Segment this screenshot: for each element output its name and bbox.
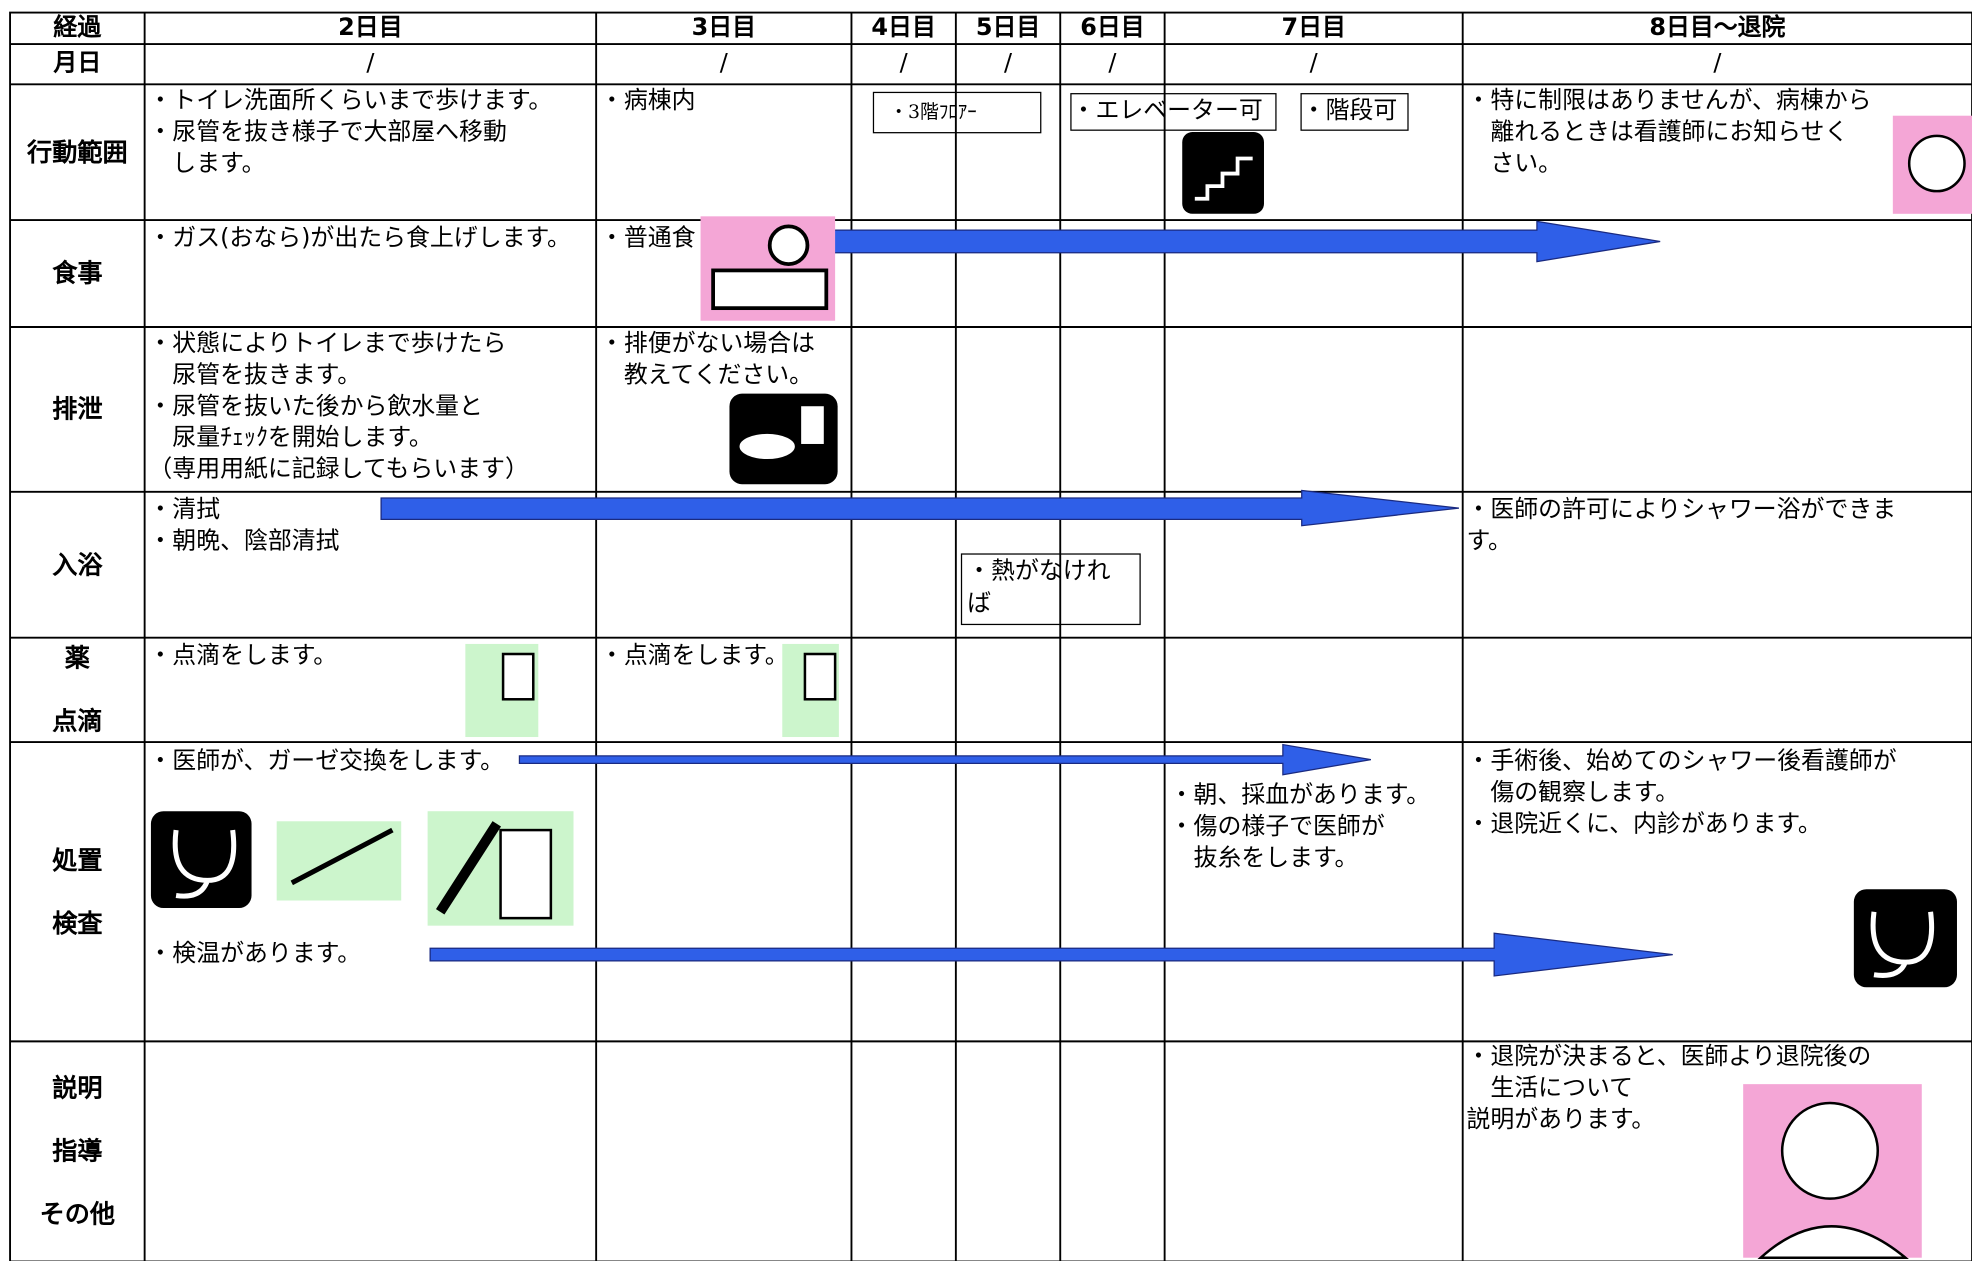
header-cell: 8日目～退院 [1649,13,1786,42]
header-cell: 7日目 [1281,13,1346,42]
note: ・朝、採血があります。 ・傷の様子で医師が 抜糸をします。 [1169,781,1431,872]
note: ・病棟内 [599,86,696,115]
note: ・普通食 [599,223,696,252]
date-cell: / [719,49,728,77]
header-cell: 3日目 [691,13,757,42]
row-label: 食事 [52,257,103,289]
note: ・点滴をします。 [148,641,338,670]
note: ・検温があります。 [148,939,362,968]
row-label: 処置 検査 [52,844,103,938]
note-box: ・階段可 [1300,93,1409,131]
note-box: ・熱がなけれ ば [960,553,1141,626]
date-cell: / [366,49,375,77]
note: ・清拭 ・朝晩、陰部清拭 [148,495,340,555]
date-cell: / [1004,49,1013,77]
header-cell: 経過 [53,13,102,42]
date-cell: / [899,49,908,77]
note: ・排便がない場合は 教えてください。 [599,329,816,389]
row-label: 排泄 [52,393,103,424]
header-cell: 6日目 [1080,13,1145,42]
header-cell: 4日目 [871,13,936,42]
date-cell: / [1713,49,1722,77]
date-cell: / [1108,49,1117,77]
header-cell: 5日目 [975,13,1041,42]
date-label: 月日 [53,49,102,77]
row-label: 入浴 [52,548,103,580]
note: ・特に制限はありませんが、病棟から 離れるときは看護師にお知らせく さい。 [1466,86,1872,178]
note: ・点滴をします。 [599,641,789,670]
note: ・医師の許可によりシャワー浴ができま す。 [1466,495,1897,555]
note-box: ・エレベーター可 [1070,93,1277,131]
note: ・ガス(おなら)が出たら食上げします。 [148,223,571,252]
row-label: 行動範囲 [27,136,128,167]
date-cell: / [1309,49,1318,77]
note: ・トイレ洗面所くらいまで歩けます。 ・尿管を抜き様子で大部屋へ移動 します。 [148,86,553,178]
note: ・状態によりトイレまで歩けたら 尿管を抜きます。 ・尿管を抜いた後から飲水量と … [148,329,529,483]
icons [150,115,1972,1259]
note-box: ・3階ﾌﾛｱｰ [872,91,1042,134]
note: ・退院が決まると、医師より退院後の 生活について 説明があります。 [1466,1042,1872,1134]
row-label: 薬 点滴 [52,642,103,736]
header-cell: 2日目 [338,13,403,42]
note: ・手術後、始めてのシャワー後看護師が 傷の観察します。 ・退院近くに、内診があり… [1466,747,1897,838]
note: ・医師が、ガーゼ交換をします。 [148,747,505,775]
row-label: 説明 指導 その他 [39,1072,116,1229]
